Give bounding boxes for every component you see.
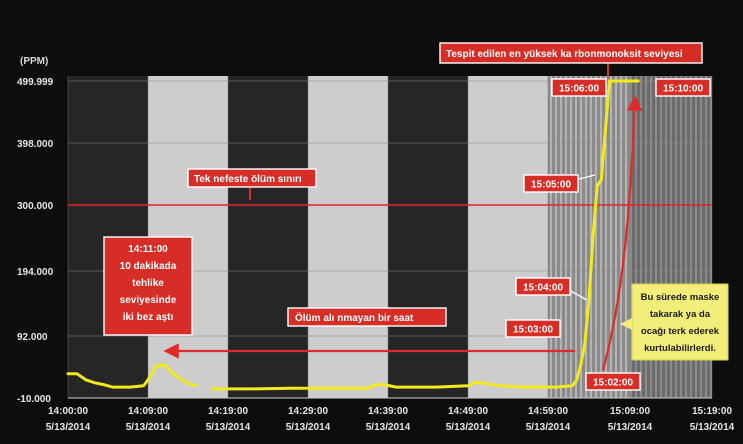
time-1504-callout-text: 15:04:00: [523, 283, 563, 294]
band-sheen-3: [309, 76, 387, 398]
death-limit-text-part: nefeste: [211, 174, 249, 185]
unnoticed-hour-text-part: nmayan bir saat: [334, 313, 414, 324]
danger-line: seviyesinde: [120, 295, 177, 306]
unnoticed-hour-text-part: Ölüm: [295, 311, 321, 324]
y-tick-label: 499.999: [17, 77, 54, 88]
x-tick-time: 14:09:00: [128, 406, 168, 417]
y-tick-label: 194.000: [17, 267, 54, 278]
max-level-text-part: ka: [558, 49, 572, 60]
x-tick-time: 15:09:00: [610, 406, 650, 417]
max-level-text-part: edilen en yüksek: [475, 49, 558, 60]
co-series: [66, 79, 640, 391]
time-1505-callout: [523, 174, 579, 193]
x-tick-date: 5/13/2014: [690, 422, 735, 433]
x-tick-date: 5/13/2014: [608, 422, 653, 433]
advice-note-line: kurtulabilirlerdi.: [644, 343, 716, 354]
time-1510-callout: [655, 78, 711, 97]
series-segment-0: [66, 363, 198, 389]
danger-line: 10 dakikada: [120, 261, 177, 272]
axis-labels: (PPM) 14:00:00 5/13/2014 14:09:00 5/13/2014…: [20, 56, 735, 433]
x-tick-date: 5/13/2014: [126, 422, 171, 433]
curve-arrow: [601, 95, 643, 371]
danger-line: iki bez aştı: [123, 312, 174, 323]
time-1506-callout-text: 15:06:00: [559, 84, 599, 95]
x-tick-date: 5/13/2014: [206, 422, 251, 433]
danger-line: tehlike: [132, 278, 164, 289]
x-tick-time: 14:49:00: [448, 406, 488, 417]
advice-note: [631, 283, 729, 361]
danger-callout: [103, 236, 193, 336]
death-limit-callout: [187, 168, 317, 188]
max-level-text: Tespit edilen en yüksek ka rbonmonoksit …: [446, 49, 683, 60]
time-1505-callout-text: 15:05:00: [531, 180, 571, 191]
x-tick-time: 14:19:00: [208, 406, 248, 417]
max-level-callout: [439, 42, 703, 64]
band-sheen-5: [469, 76, 547, 398]
y-axis-unit-label: (PPM): [20, 56, 48, 67]
time-1503-callout: [505, 319, 561, 338]
time-band-4: [388, 76, 468, 398]
annotations: Tespit edilen en yüksek ka rbonmonoksit …: [103, 42, 729, 391]
time-band-6: [548, 76, 630, 398]
time-1502-callout-text: 15:02:00: [593, 378, 633, 389]
max-level-text-part: Tespit: [446, 49, 475, 60]
x-tick-date: 5/13/2014: [46, 422, 91, 433]
x-tick-time: 14:29:00: [288, 406, 328, 417]
y-tick-label: -10.000: [17, 394, 51, 405]
y-tick-label: 300.000: [17, 201, 54, 212]
advice-note-tail: [620, 318, 632, 330]
time-1506-callout: [551, 78, 607, 97]
unnoticed-hour-text-part: alı: [321, 313, 335, 324]
time-1510-callout-text: 15:10:00: [663, 84, 703, 95]
death-limit-text-part: ölüm: [248, 174, 275, 185]
x-tick-time: 14:59:00: [528, 406, 568, 417]
series-segment-1: [210, 380, 550, 391]
series-segment-2: [546, 79, 640, 389]
time-band-3: [308, 76, 388, 398]
time-1504-callout: [515, 277, 571, 296]
x-tick-time: 15:19:00: [692, 406, 732, 417]
unnoticed-hour-text: Ölüm alı nmayan bir saat: [295, 311, 414, 324]
max-level-text-part: rbonmonoksit: [571, 49, 641, 60]
x-tick-date: 5/13/2014: [446, 422, 491, 433]
x-tick-date: 5/13/2014: [286, 422, 331, 433]
advice-note-line: takarak ya da: [650, 309, 711, 320]
y-tick-label: 92.000: [17, 332, 48, 343]
time-band-2: [228, 76, 308, 398]
advice-note-line: ocağı terk ederek: [641, 326, 720, 337]
death-limit-text: Tek nefeste ölüm sınırı: [194, 174, 302, 185]
x-tick-date: 5/13/2014: [366, 422, 411, 433]
y-tick-label: 398.000: [17, 139, 54, 150]
advice-note-line: Bu sürede maske: [641, 292, 720, 303]
unnoticed-hour-callout: [287, 307, 447, 327]
death-limit-text-part: sınırı: [275, 174, 302, 185]
time-1502-callout: [585, 372, 641, 391]
x-tick-date: 5/13/2014: [526, 422, 571, 433]
danger-line: 14:11:00: [128, 244, 168, 255]
time-band-5: [468, 76, 548, 398]
x-tick-time: 14:39:00: [368, 406, 408, 417]
x-tick-time: 14:00:00: [48, 406, 88, 417]
death-limit-text-part: Tek: [194, 174, 211, 185]
max-level-text-part: seviyesi: [641, 49, 683, 60]
time-1503-callout-text: 15:03:00: [513, 325, 553, 336]
